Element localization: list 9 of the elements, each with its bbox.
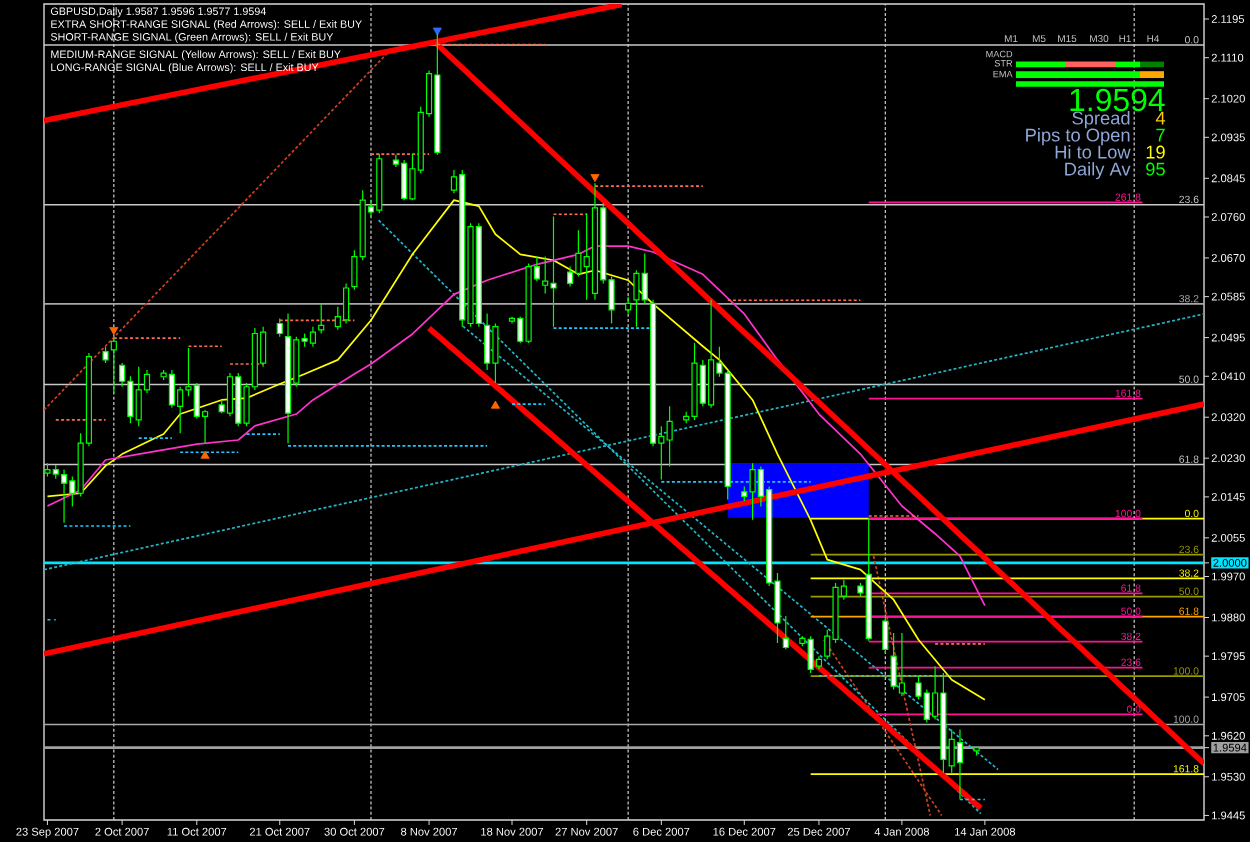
annotation: Pips to Open: [1026, 128, 1130, 146]
annotation: Daily Av: [1065, 162, 1131, 180]
annotation: 1.9594: [1070, 88, 1165, 112]
annotation: Spread: [1072, 111, 1130, 129]
annotation: 4: [1155, 111, 1166, 125]
annotation: Hi to Low: [1055, 145, 1131, 159]
annotation: 95: [1146, 162, 1165, 176]
annotation: 7: [1156, 128, 1165, 142]
annotation: 19: [1146, 145, 1165, 159]
